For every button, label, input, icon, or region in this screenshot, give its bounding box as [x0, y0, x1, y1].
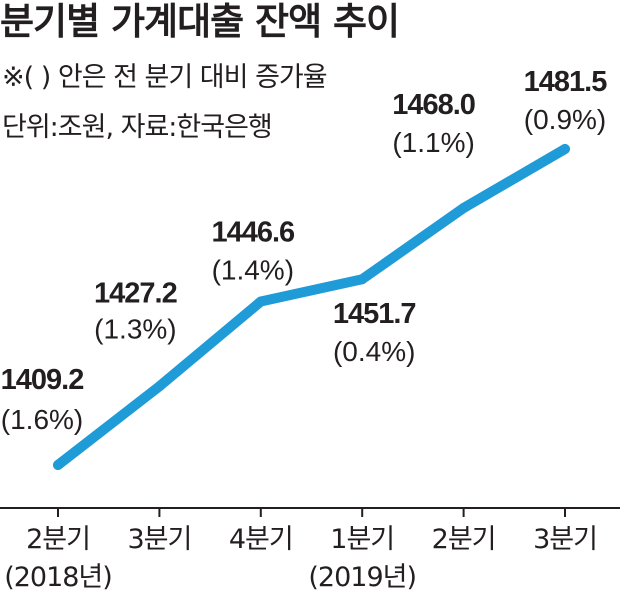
growth-rate-note: ※( ) 안은 전 분기 대비 증가율 [2, 62, 328, 93]
data-value-label: 1451.7 [333, 298, 416, 330]
data-value-label: 1481.5 [524, 66, 608, 98]
data-point [357, 274, 368, 285]
data-value-label: 1468.0 [392, 89, 475, 121]
growth-rate-label: (0.4%) [333, 336, 415, 367]
x-tick-label: 1분기 [330, 524, 394, 555]
unit-source-note: 단위:조원, 자료:한국은행 [2, 112, 273, 143]
data-point [560, 144, 570, 154]
growth-rate-label: (1.6%) [1, 404, 83, 435]
x-tick-label: 3분기 [533, 524, 597, 555]
x-tick-label: 2분기 [26, 524, 90, 555]
growth-rate-label: (0.9%) [524, 104, 606, 135]
growth-rate-label: (1.4%) [212, 255, 294, 286]
data-value-label: 1446.6 [211, 217, 295, 249]
x-tick-label: 2분기 [432, 524, 496, 555]
growth-rate-label: (1.3%) [94, 313, 176, 344]
data-point [255, 296, 266, 307]
chart-title: 분기별 가계대출 잔액 추이 [0, 0, 400, 43]
growth-rate-label: (1.1%) [392, 127, 474, 158]
data-point [458, 203, 469, 214]
x-tick-label: 4분기 [229, 524, 293, 555]
year-label: (2018년) [4, 562, 112, 592]
year-label: (2019년) [308, 562, 416, 592]
data-point [53, 460, 63, 470]
x-tick-label: 3분기 [127, 524, 191, 555]
data-value-label: 1409.2 [1, 364, 84, 396]
data-value-label: 1427.2 [94, 277, 177, 309]
data-point [154, 381, 165, 392]
series-line [53, 144, 570, 470]
